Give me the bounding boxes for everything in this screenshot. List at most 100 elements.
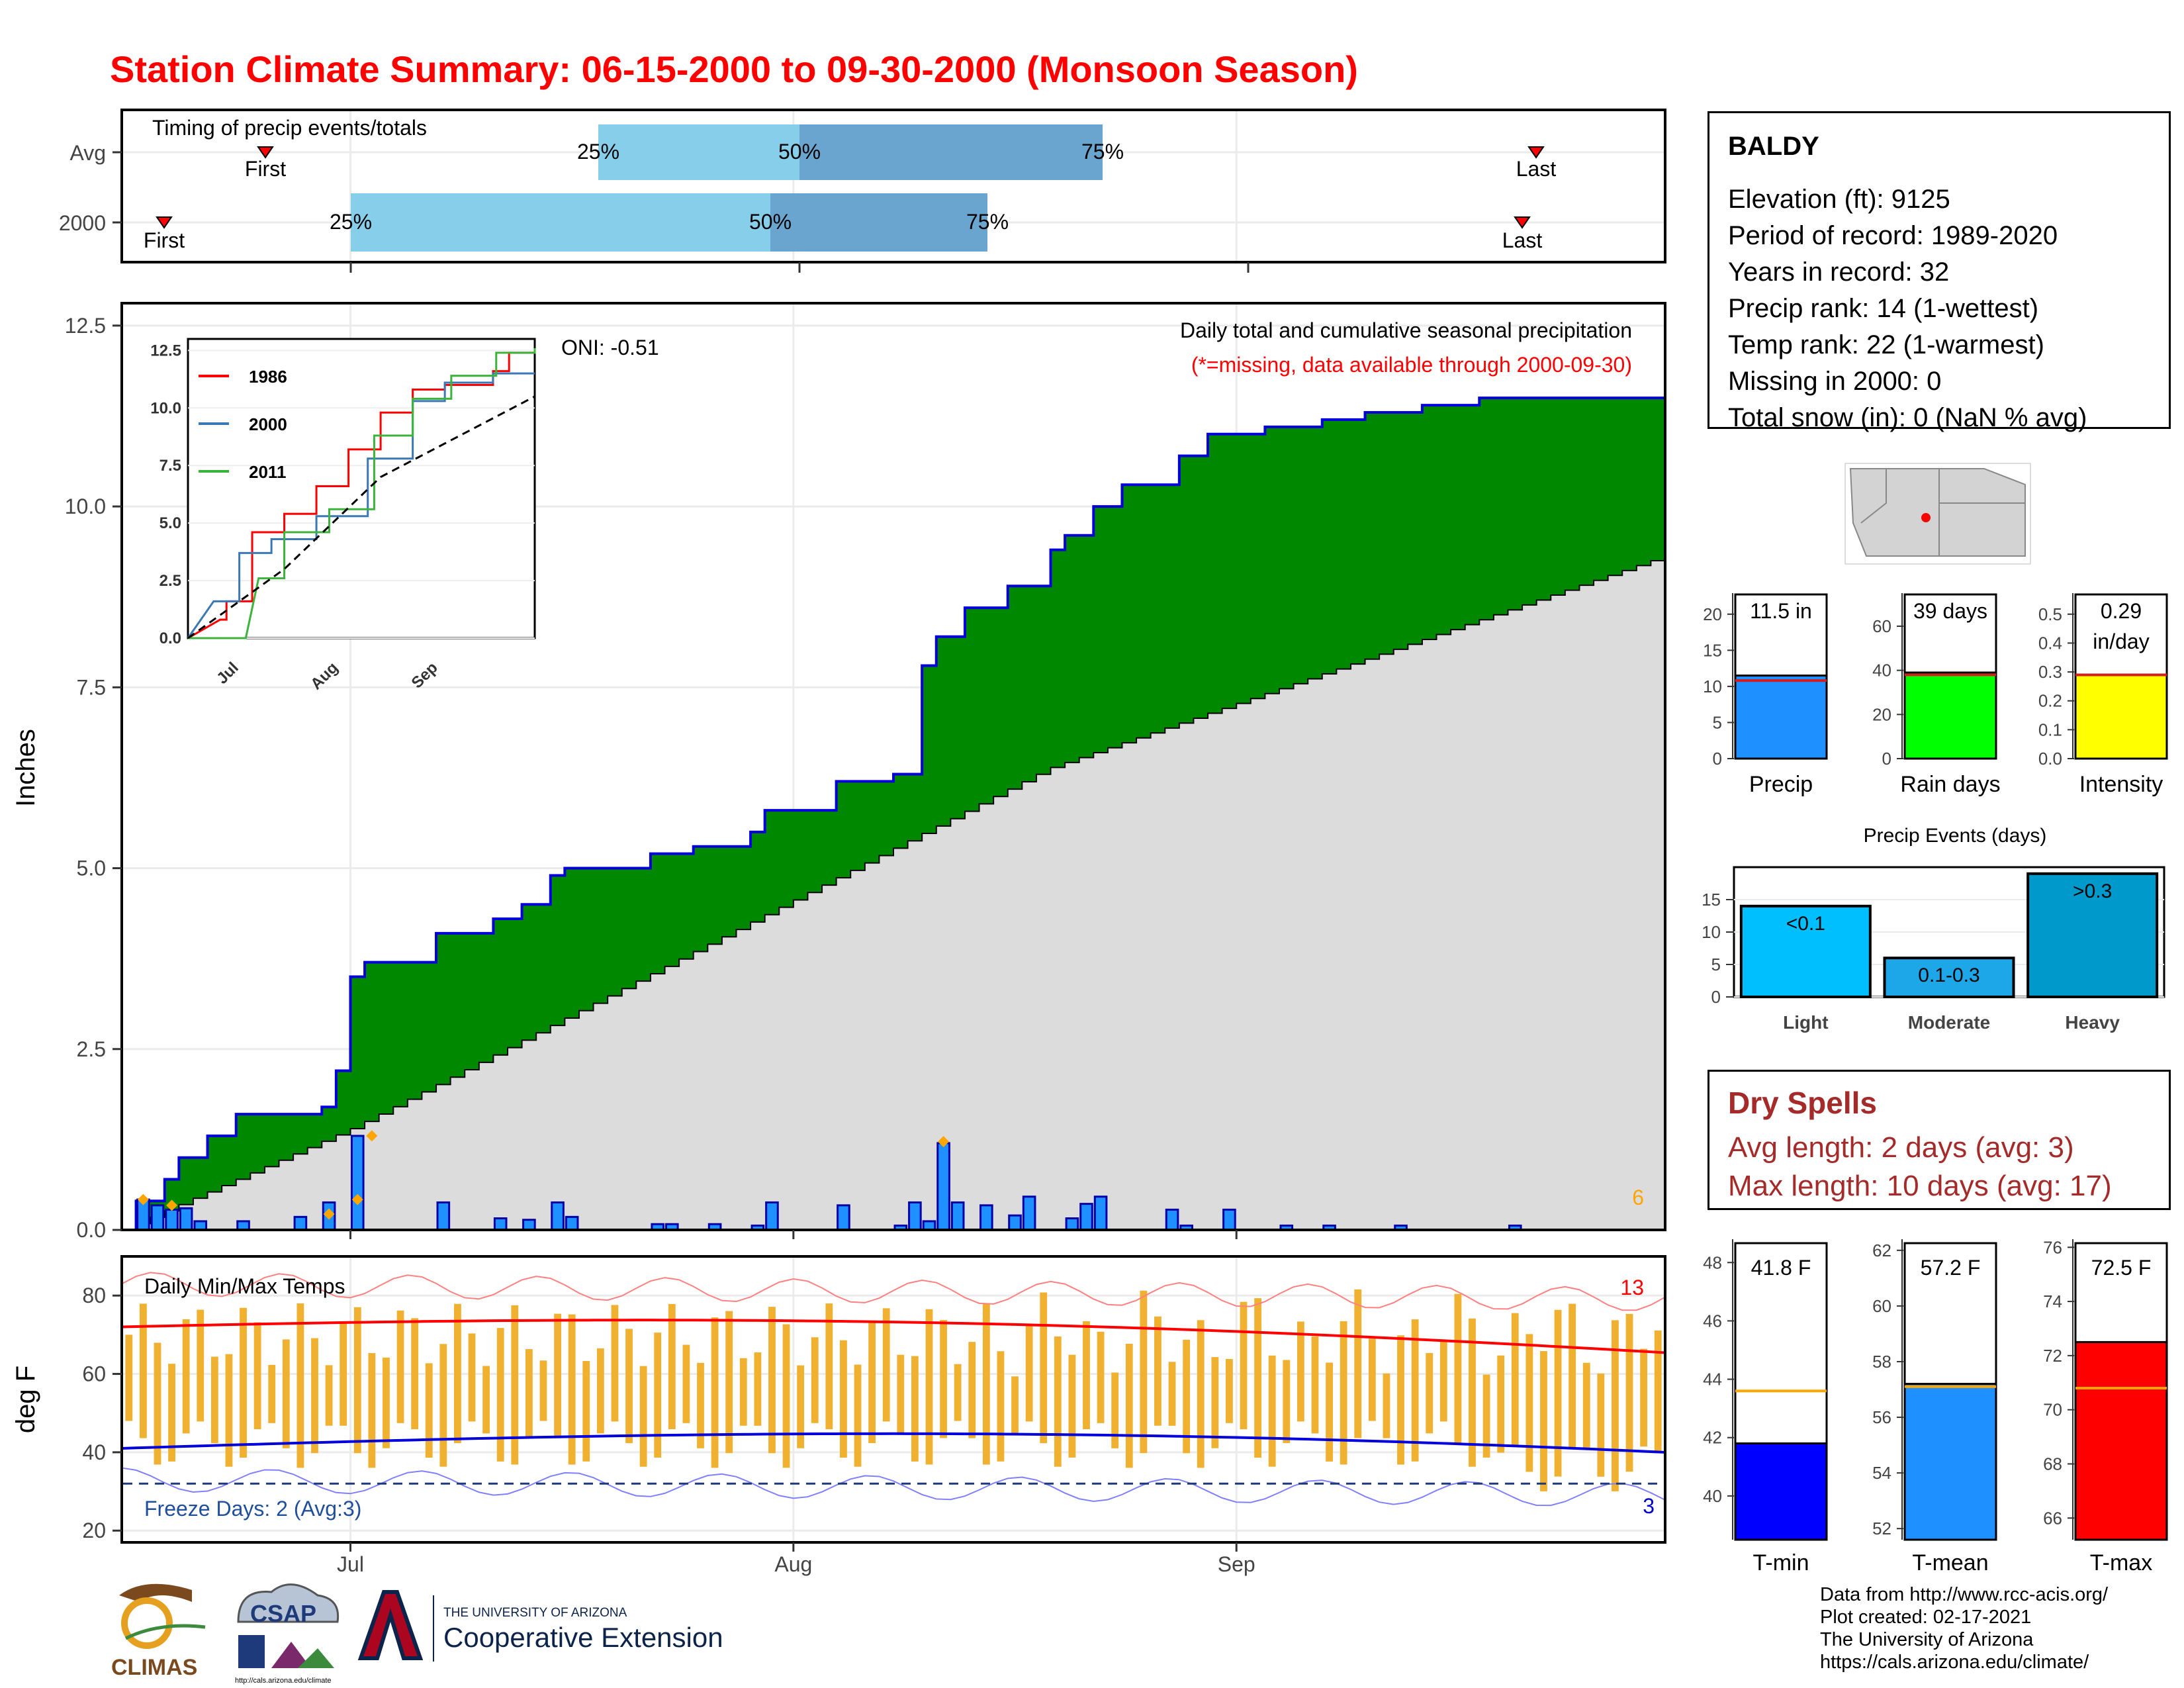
daily-precip-bar xyxy=(1079,1203,1093,1231)
daily-precip-bar xyxy=(950,1201,965,1231)
csap-logo-text: CSAP xyxy=(250,1600,316,1627)
precip-ytick-label: 2.5 xyxy=(77,1037,106,1061)
summary-ytick-label: 0 xyxy=(1882,749,1891,769)
temp-summary-value xyxy=(1903,1383,1997,1541)
station-missing: Missing in 2000: 0 xyxy=(1728,367,1942,396)
ua-big-text: Cooperative Extension xyxy=(443,1622,723,1653)
daily-temp-range-bar xyxy=(496,1328,504,1462)
daily-temp-range-bar xyxy=(1011,1376,1019,1434)
daily-temp-range-bar xyxy=(1469,1318,1476,1467)
temp-summary-ytick-label: 76 xyxy=(2043,1237,2062,1257)
daily-temp-range-bar xyxy=(383,1357,390,1448)
summary-ytick-label: 0.4 xyxy=(2038,633,2062,653)
daily-temp-range-bar xyxy=(1368,1338,1376,1421)
dry-spells-max: Max length: 10 days (avg: 17) xyxy=(1728,1170,2112,1202)
events-ytick-label: 15 xyxy=(1702,890,1721,910)
daily-temp-range-bar xyxy=(1268,1355,1276,1467)
daily-temp-range-bar xyxy=(1068,1354,1076,1458)
daily-temp-range-bar xyxy=(325,1365,333,1426)
avg-min-temp-line xyxy=(121,1432,1666,1454)
daily-temp-range-bar xyxy=(725,1311,733,1454)
precip-ytick-label: 7.5 xyxy=(77,675,106,699)
inset-series-line xyxy=(187,372,535,639)
daily-temp-range-bar xyxy=(697,1362,704,1448)
cumulative-average xyxy=(122,559,1666,1231)
credit-data-source: Data from http://www.rcc-acis.org/ xyxy=(1820,1584,2109,1605)
record-marker xyxy=(351,1194,363,1205)
daily-temp-range-bar xyxy=(511,1305,519,1465)
inset-ytick-label: 10.0 xyxy=(150,399,181,417)
summary-bar-label: Precip xyxy=(1749,772,1813,797)
daily-temp-range-bar xyxy=(1297,1321,1304,1422)
station-elevation: Elevation (ft): 9125 xyxy=(1728,185,1950,214)
temp-summary-value xyxy=(2074,1340,2168,1541)
csap-logo-url: http://cals.arizona.edu/climate xyxy=(235,1677,332,1685)
daily-temp-range-bar xyxy=(754,1352,762,1426)
avg-p75-label: 75% xyxy=(1081,140,1124,164)
daily-temp-range-bar xyxy=(1625,1313,1633,1472)
daily-temp-range-bar xyxy=(368,1353,376,1468)
daily-temp-range-bar xyxy=(1254,1298,1262,1458)
daily-temp-range-bar xyxy=(711,1317,719,1468)
daily-temp-range-bar xyxy=(425,1363,433,1458)
summary-bar-label: Intensity xyxy=(2079,772,2163,797)
precip-ytick-label: 10.0 xyxy=(65,494,106,518)
dry-spells-box: Dry Spells Avg length: 2 days (avg: 3) M… xyxy=(1707,1070,2171,1210)
inset-ytick-label: 7.5 xyxy=(159,457,181,475)
temp-summary-ytick-label: 62 xyxy=(1872,1241,1891,1260)
temp-summary-ytick-label: 58 xyxy=(1872,1352,1891,1372)
temp-ytick-label: 80 xyxy=(82,1284,106,1307)
daily-temp-range-bar xyxy=(1525,1334,1533,1472)
cumulative-2000-above-avg xyxy=(122,398,1665,1230)
daily-temp-range-bar xyxy=(1454,1293,1462,1444)
daily-temp-range-bar xyxy=(1083,1321,1090,1430)
summary-bar-label: Rain days xyxy=(1900,772,2000,797)
daily-temp-range-bar xyxy=(868,1321,876,1444)
y2000-first-marker xyxy=(156,216,173,229)
y2000-last-label: Last xyxy=(1502,228,1543,252)
daily-precip-bar xyxy=(150,1204,165,1231)
daily-temp-range-bar xyxy=(1383,1373,1390,1438)
precip-ylabel: Inches xyxy=(11,729,40,807)
summary-ytick-label: 20 xyxy=(1703,604,1722,624)
daily-temp-range-bar xyxy=(596,1348,604,1434)
summary-value-unit: in/day xyxy=(2093,630,2149,653)
temp-ylabel: deg F xyxy=(11,1366,40,1433)
daily-precip-bar xyxy=(551,1201,565,1231)
daily-temp-range-bar xyxy=(411,1318,419,1430)
daily-temp-range-bar xyxy=(197,1309,205,1422)
daily-precip-bar xyxy=(293,1215,308,1231)
daily-temp-range-bar xyxy=(897,1354,905,1434)
events-bar-label: >0.3 xyxy=(2073,880,2112,902)
temp-summary-ytick-label: 54 xyxy=(1872,1463,1891,1483)
daily-temp-range-bar xyxy=(439,1344,447,1467)
daily-precip-bar xyxy=(1222,1208,1236,1231)
timing-row-avg-label: Avg xyxy=(69,141,106,165)
daily-temp-range-bar xyxy=(568,1314,576,1465)
temp-summary-value-text: 72.5 F xyxy=(2091,1256,2152,1280)
precip-panel-subtitle: (*=missing, data available through 2000-… xyxy=(1191,353,1632,377)
daily-precip-bar xyxy=(979,1204,993,1231)
temp-summary-ytick-label: 72 xyxy=(2043,1346,2062,1366)
daily-temp-range-bar xyxy=(1025,1323,1033,1422)
inset-ytick-label: 5.0 xyxy=(159,514,181,532)
inset-avg-line xyxy=(187,395,535,639)
summary-bar-value xyxy=(1903,671,1997,760)
timing-title: Timing of precip events/totals xyxy=(152,116,427,140)
summary-ytick-label: 15 xyxy=(1703,640,1722,660)
temp-xtick-label: Sep xyxy=(1218,1552,1255,1576)
daily-temp-range-bar xyxy=(240,1307,247,1458)
station-name: BALDY xyxy=(1728,132,1819,161)
daily-temp-range-bar xyxy=(1240,1301,1248,1430)
daily-temp-range-bar xyxy=(739,1358,747,1426)
inset-chart: 0.02.55.07.510.012.5 Jul Aug Sep 1986 2000… xyxy=(150,338,536,693)
daily-precip-bar xyxy=(1008,1214,1022,1231)
avg-max-temp-line xyxy=(121,1319,1666,1354)
cumulative-2000-line xyxy=(122,397,1665,1231)
y2000-p25-label: 25% xyxy=(330,210,372,234)
timing-2000-50-75 xyxy=(770,193,987,252)
daily-temp-range-bar xyxy=(1311,1336,1319,1434)
temp-summary-value xyxy=(1734,1442,1828,1541)
daily-temp-range-bar xyxy=(353,1307,361,1454)
summary-ytick-label: 0.3 xyxy=(2038,662,2062,682)
